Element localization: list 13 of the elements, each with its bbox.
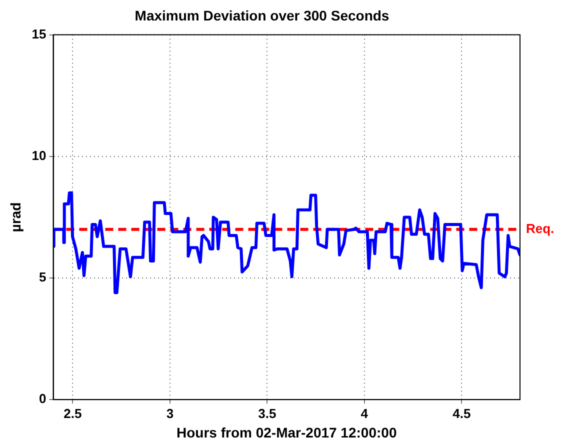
x-tick-label: 4 — [360, 406, 369, 421]
x-tick-label: 2.5 — [64, 406, 82, 421]
x-tick-label: 3 — [166, 406, 174, 421]
x-axis-title: Hours from 02-Mar-2017 12:00:00 — [176, 424, 397, 440]
x-tick-label: 3.5 — [258, 406, 276, 421]
y-tick-label: 15 — [32, 26, 46, 42]
ref-line-label: Req. — [526, 220, 554, 236]
y-tick-label: 10 — [32, 148, 46, 163]
y-tick-label: 5 — [39, 270, 46, 285]
x-tick-label: 4.5 — [452, 406, 471, 421]
y-axis-title: µrad — [7, 202, 24, 232]
y-tick-label: 0 — [39, 391, 46, 406]
chart-title: Maximum Deviation over 300 Seconds — [134, 7, 390, 24]
